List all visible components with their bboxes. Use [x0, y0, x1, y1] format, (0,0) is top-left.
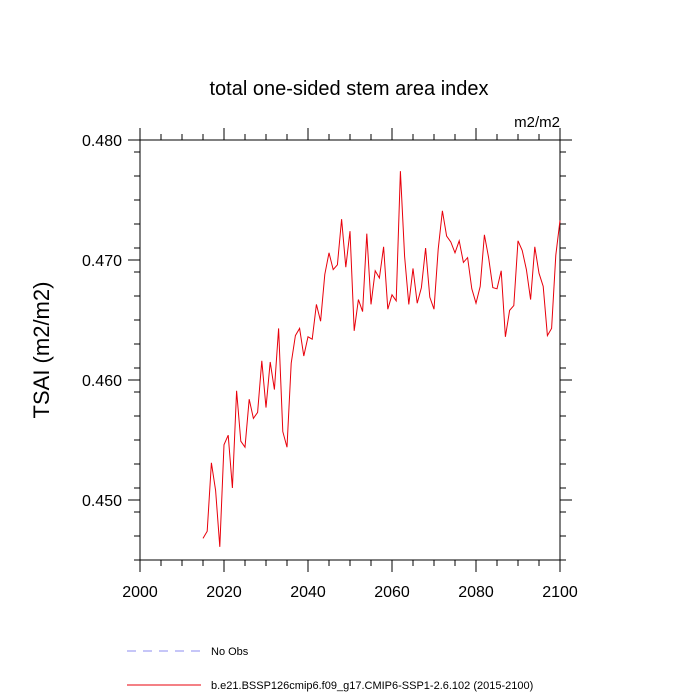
- x-tick-label: 2020: [206, 584, 242, 601]
- plot-frame: [139, 139, 561, 561]
- units-label: m2/m2: [514, 114, 560, 131]
- axis-ticks: [128, 128, 572, 572]
- x-tick-label: 2100: [542, 584, 578, 601]
- series-line: [202, 171, 561, 547]
- x-tick-label: 2080: [458, 584, 494, 601]
- y-tick-label: 0.470: [82, 253, 122, 270]
- y-tick-labels: 0.450 0.460 0.470 0.480: [82, 133, 122, 510]
- x-tick-label: 2000: [122, 584, 158, 601]
- y-tick-label: 0.460: [82, 373, 122, 390]
- chart-title: total one-sided stem area index: [209, 78, 488, 100]
- legend-series-label: b.e21.BSSP126cmip6.f09_g17.CMIP6-SSP1-2.…: [211, 680, 533, 692]
- y-axis-label: TSAI (m2/m2): [29, 282, 54, 419]
- x-tick-label: 2040: [290, 584, 326, 601]
- legend: No Obs b.e21.BSSP126cmip6.f09_g17.CMIP6-…: [127, 646, 533, 692]
- legend-obs-label: No Obs: [211, 646, 249, 658]
- y-tick-label: 0.450: [82, 493, 122, 510]
- data-points: [202, 171, 560, 548]
- y-tick-label: 0.480: [82, 133, 122, 150]
- x-tick-label: 2060: [374, 584, 410, 601]
- x-tick-labels: 2000 2020 2040 2060 2080 2100: [122, 584, 578, 601]
